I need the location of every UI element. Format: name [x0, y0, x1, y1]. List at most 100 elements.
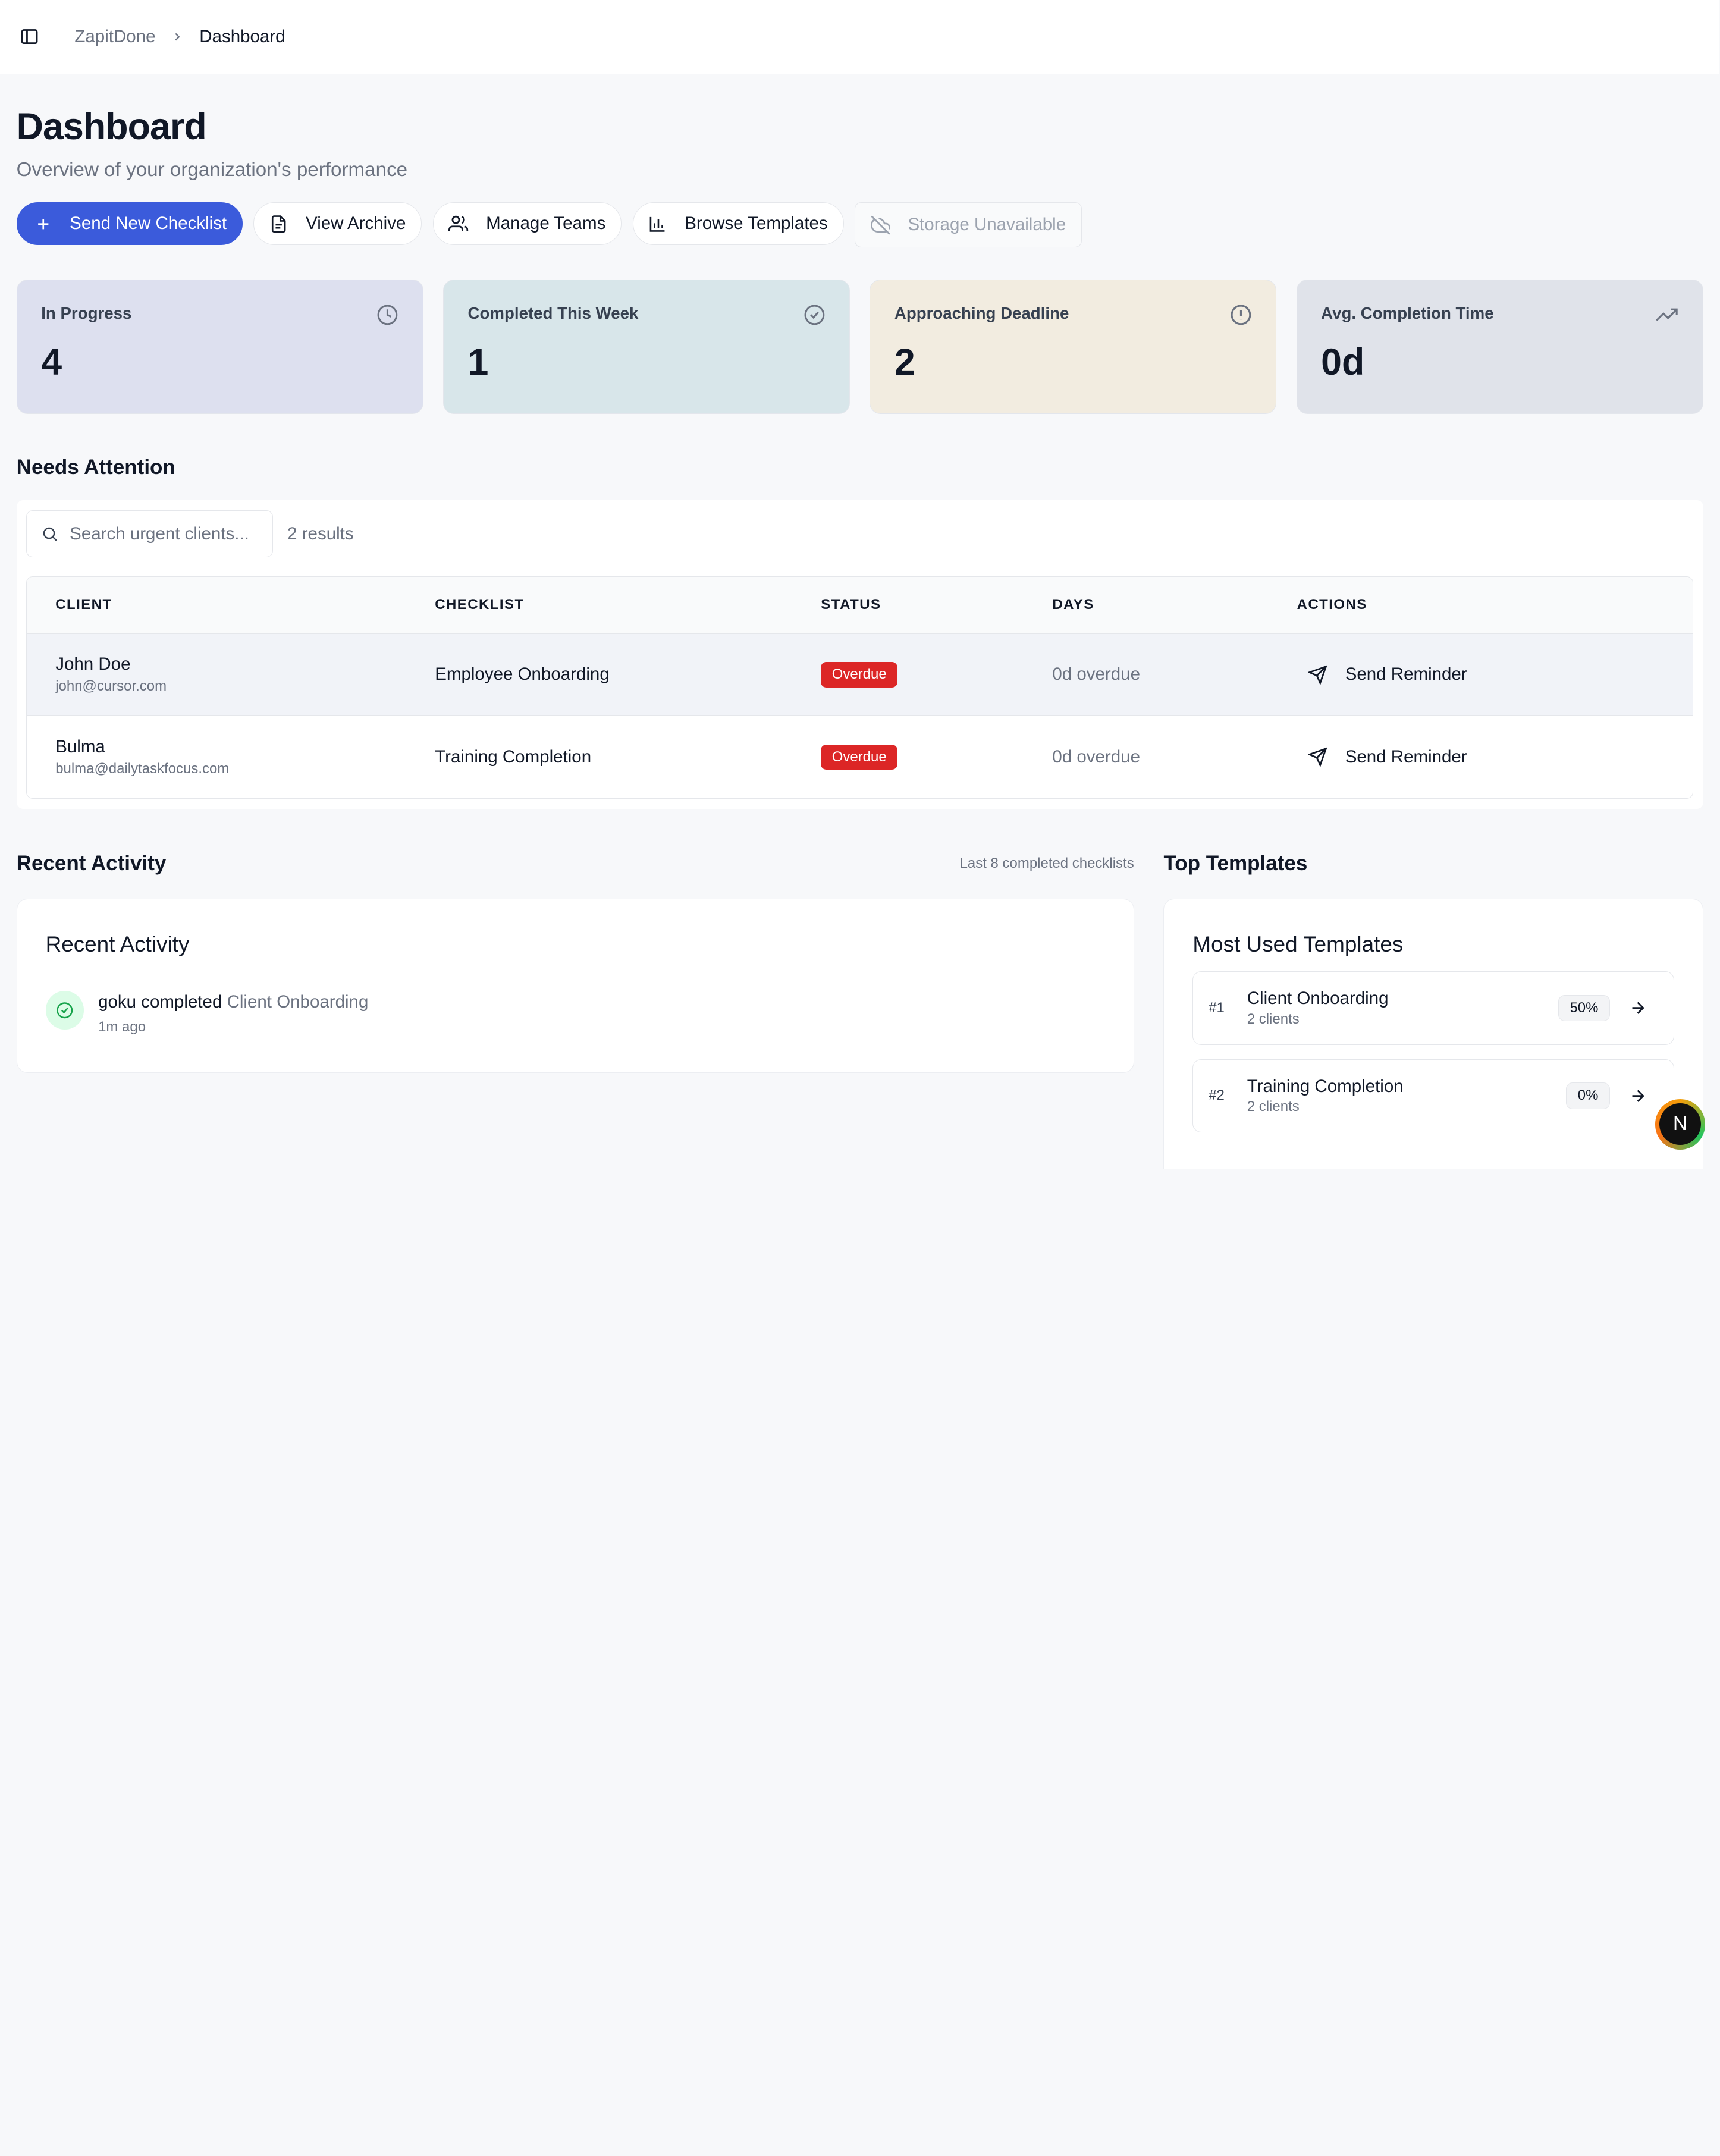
view-archive-label: View Archive — [306, 214, 406, 234]
stat-card-in-progress: In Progress 4 — [16, 279, 423, 415]
top-templates-section: Top Templates Most Used Templates #1 Cli… — [1163, 851, 1703, 1169]
view-archive-button[interactable]: View Archive — [253, 202, 422, 246]
send-reminder-label: Send Reminder — [1345, 746, 1467, 767]
recent-activity-section: Recent Activity Last 8 completed checkli… — [16, 851, 1134, 1169]
manage-teams-button[interactable]: Manage Teams — [432, 202, 622, 246]
top-bar: ZapitDone Dashboard — [0, 0, 1720, 74]
file-text-icon — [269, 215, 288, 233]
arrow-right-icon[interactable] — [1628, 1087, 1647, 1105]
status-badge: Overdue — [821, 661, 898, 688]
send-reminder-button[interactable]: Send Reminder — [1297, 747, 1693, 767]
table-row[interactable]: Bulma bulma@dailytaskfocus.com Training … — [27, 716, 1693, 798]
storage-unavailable-label: Storage Unavailable — [908, 215, 1066, 235]
stat-card-deadline: Approaching Deadline 2 — [870, 279, 1277, 415]
template-name: Client Onboarding — [1247, 988, 1389, 1009]
stat-value: 0d — [1321, 341, 1365, 383]
clock-icon — [376, 304, 398, 326]
results-count: 2 results — [287, 523, 354, 544]
needs-attention-panel: 2 results CLIENT CHECKLIST STATUS DAYS A… — [16, 500, 1703, 809]
template-item[interactable]: #2 Training Completion 2 clients 0% — [1192, 1059, 1674, 1133]
stat-label: Approaching Deadline — [894, 304, 1069, 323]
action-bar: Send New Checklist View Archive Manage T… — [16, 202, 1703, 248]
send-reminder-label: Send Reminder — [1345, 664, 1467, 685]
most-used-templates-card: Most Used Templates #1 Client Onboarding… — [1163, 898, 1703, 1169]
breadcrumb-root-link[interactable]: ZapitDone — [74, 26, 156, 46]
client-name: Bulma — [55, 737, 105, 757]
template-rank: #2 — [1209, 1087, 1225, 1104]
bottom-section: Recent Activity Last 8 completed checkli… — [16, 851, 1703, 1169]
send-icon — [1308, 747, 1327, 767]
column-header-days[interactable]: DAYS — [1052, 576, 1297, 634]
client-email: bulma@dailytaskfocus.com — [55, 760, 230, 777]
recent-activity-card: Recent Activity goku completed Client On… — [16, 898, 1134, 1074]
client-email: john@cursor.com — [55, 677, 167, 694]
trending-up-icon — [1655, 304, 1679, 326]
template-percent-badge: 50% — [1558, 994, 1610, 1022]
stat-value: 2 — [894, 341, 915, 383]
sidebar-toggle-icon[interactable] — [18, 24, 42, 49]
template-client-count: 2 clients — [1247, 1099, 1300, 1115]
template-item[interactable]: #1 Client Onboarding 2 clients 50% — [1192, 971, 1674, 1045]
browse-templates-button[interactable]: Browse Templates — [632, 202, 844, 246]
check-circle-icon — [45, 991, 84, 1030]
recent-activity-card-title: Recent Activity — [45, 932, 190, 957]
search-urgent-clients-field[interactable] — [26, 510, 274, 558]
search-input[interactable] — [70, 523, 268, 544]
activity-target-link[interactable]: Client Onboarding — [227, 992, 369, 1012]
stat-value: 4 — [41, 341, 62, 383]
activity-time: 1m ago — [98, 1019, 146, 1035]
stat-card-completed: Completed This Week 1 — [442, 279, 850, 415]
template-rank: #1 — [1209, 999, 1225, 1016]
page-title: Dashboard — [16, 106, 207, 148]
stat-value: 1 — [467, 341, 489, 383]
template-percent-badge: 0% — [1566, 1082, 1610, 1109]
most-used-templates-title: Most Used Templates — [1192, 932, 1404, 957]
needs-attention-heading: Needs Attention — [16, 456, 175, 479]
top-templates-heading: Top Templates — [1163, 851, 1308, 875]
recent-activity-heading: Recent Activity — [16, 851, 167, 875]
days-overdue: 0d overdue — [1052, 746, 1140, 767]
send-new-checklist-button[interactable]: Send New Checklist — [16, 202, 243, 246]
days-overdue: 0d overdue — [1052, 633, 1297, 716]
breadcrumb-current: Dashboard — [199, 26, 285, 46]
send-icon — [1308, 665, 1327, 685]
browse-templates-label: Browse Templates — [685, 214, 828, 234]
chevron-right-icon — [171, 30, 184, 43]
assistant-fab-button[interactable]: N — [1655, 1099, 1706, 1150]
template-client-count: 2 clients — [1247, 1010, 1300, 1027]
page-subtitle: Overview of your organization's performa… — [16, 159, 408, 181]
table-header-row: CLIENT CHECKLIST STATUS DAYS ACTIONS — [27, 576, 1693, 634]
template-name: Training Completion — [1247, 1076, 1404, 1096]
stat-label: Completed This Week — [467, 304, 639, 323]
column-header-client[interactable]: CLIENT — [27, 576, 435, 634]
bar-chart-icon — [648, 215, 667, 233]
table-row[interactable]: John Doe john@cursor.com Employee Onboar… — [27, 633, 1693, 716]
storage-unavailable-button[interactable]: Storage Unavailable — [854, 202, 1082, 248]
checklist-name: Training Completion — [435, 746, 592, 767]
breadcrumb: ZapitDone Dashboard — [74, 27, 285, 47]
manage-teams-label: Manage Teams — [486, 214, 606, 234]
search-icon — [41, 525, 59, 543]
stats-row: In Progress 4 Completed This Week 1 Appr… — [16, 279, 1703, 415]
fab-letter: N — [1659, 1103, 1702, 1146]
column-header-actions: ACTIONS — [1297, 576, 1693, 634]
main-content: Dashboard Overview of your organization'… — [0, 74, 1719, 1169]
client-name: John Doe — [55, 654, 131, 674]
plus-icon — [34, 215, 52, 233]
checklist-name: Employee Onboarding — [435, 633, 821, 716]
check-circle-icon — [803, 304, 826, 326]
stat-card-avg-time: Avg. Completion Time 0d — [1296, 279, 1703, 415]
alert-circle-icon — [1230, 304, 1252, 326]
send-reminder-button[interactable]: Send Reminder — [1297, 664, 1693, 685]
stat-label: Avg. Completion Time — [1321, 304, 1494, 323]
attention-table: CLIENT CHECKLIST STATUS DAYS ACTIONS Joh… — [26, 576, 1694, 799]
status-badge: Overdue — [821, 744, 898, 770]
stat-label: In Progress — [41, 304, 132, 323]
users-icon — [448, 214, 469, 234]
column-header-status[interactable]: STATUS — [821, 576, 1053, 634]
column-header-checklist[interactable]: CHECKLIST — [435, 576, 821, 634]
cloud-off-icon — [870, 215, 890, 235]
recent-activity-note: Last 8 completed checklists — [959, 855, 1134, 871]
activity-item: goku completed Client Onboarding 1m ago — [45, 991, 1105, 1035]
arrow-right-icon[interactable] — [1628, 999, 1647, 1017]
